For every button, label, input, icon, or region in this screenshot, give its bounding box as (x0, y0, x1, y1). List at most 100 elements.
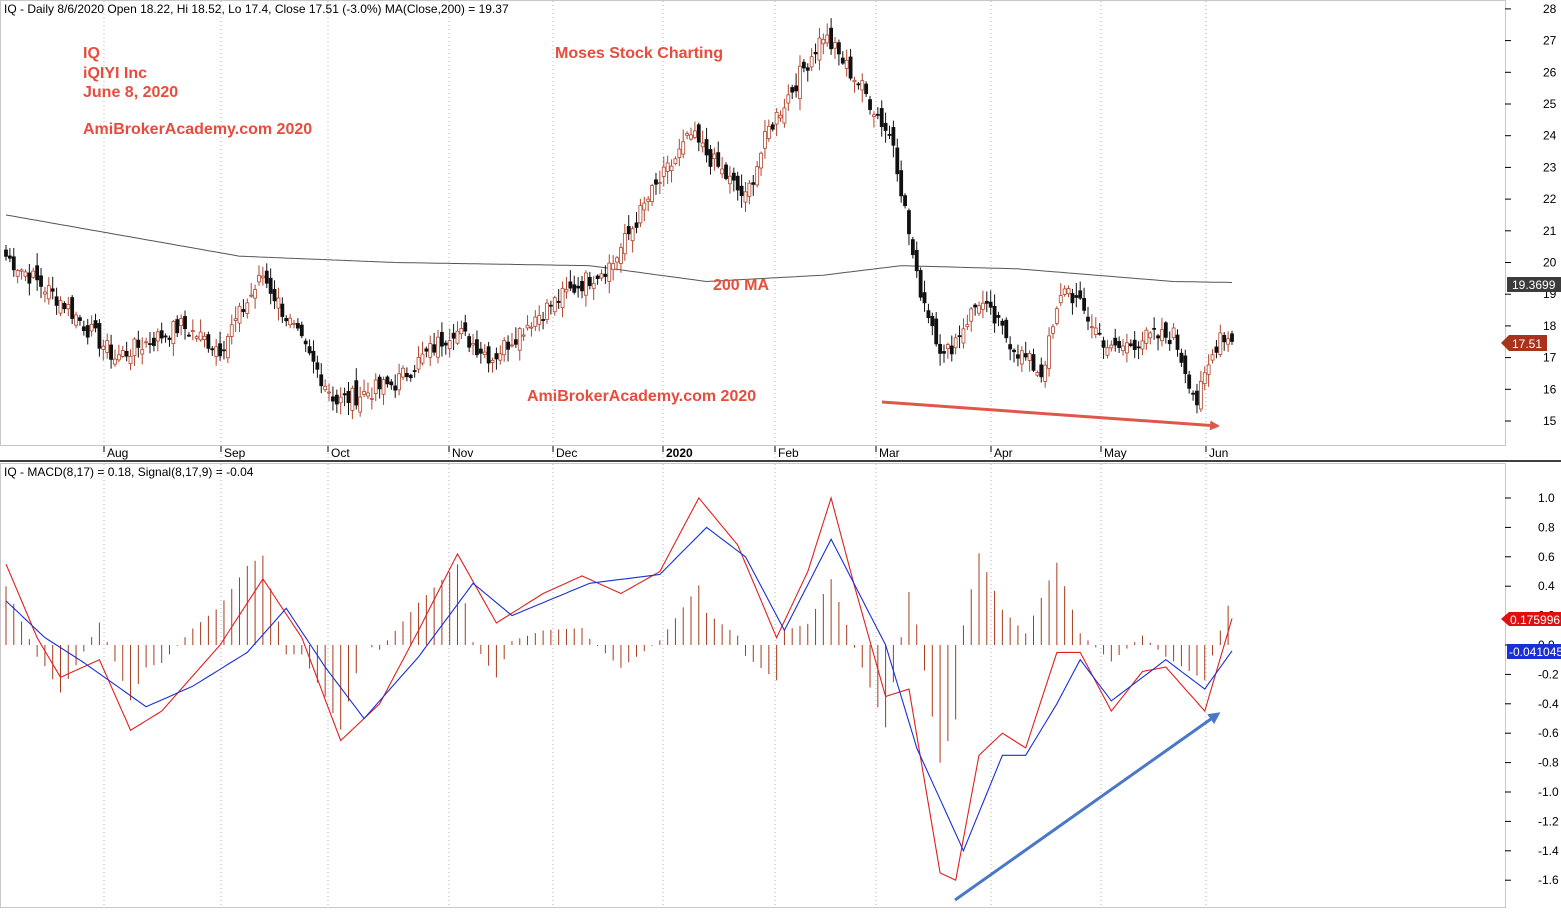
price-axis-label: 17 (1543, 351, 1557, 365)
macd-panel-frame (0, 463, 1506, 908)
candle-body (541, 319, 546, 321)
candle-body (202, 335, 207, 341)
candle-body (778, 114, 783, 119)
candle-body (1012, 349, 1016, 353)
macd-axis-label: -0.8 (1538, 756, 1559, 770)
candle-body (801, 61, 806, 69)
candle-body (560, 287, 565, 308)
candle-body (922, 292, 927, 304)
price-downtrend-arrow (881, 400, 1220, 431)
x-axis-label: Dec (556, 446, 577, 460)
candle-body (7, 255, 12, 259)
candle-body (404, 372, 409, 378)
macd-value-badge: 0.175996 (1510, 613, 1560, 627)
candle-body (860, 80, 865, 91)
candle-body (1101, 340, 1106, 348)
candle-body (887, 134, 892, 136)
macd-axis-label: -1.4 (1538, 844, 1559, 858)
candle-body (401, 367, 405, 378)
candle-body (907, 210, 911, 235)
price-axis-label: 15 (1543, 414, 1557, 428)
x-axis-label: Oct (331, 446, 350, 460)
candle-body (1043, 364, 1048, 382)
candle-body (11, 256, 16, 271)
candles-layer (4, 18, 1234, 420)
candle-body (1179, 352, 1184, 363)
candle-body (1206, 364, 1211, 375)
macd-axis-label: 0.4 (1538, 579, 1555, 593)
candle-body (46, 285, 51, 300)
candle-body (1070, 293, 1075, 304)
candle-body (829, 27, 834, 50)
candle-body (1062, 288, 1067, 295)
candle-body (689, 134, 693, 140)
candle-body (895, 147, 900, 175)
candle-body (517, 328, 522, 351)
price-axis-label: 27 (1543, 34, 1557, 48)
x-axis-label: Nov (452, 446, 473, 460)
candle-body (198, 331, 203, 341)
candle-body (918, 270, 923, 298)
candle-body (1210, 354, 1215, 361)
candle-body (1226, 338, 1231, 345)
candle-body (377, 376, 382, 390)
candle-body (1136, 346, 1141, 349)
candle-body (914, 249, 919, 272)
candle-body (650, 185, 654, 202)
candle-body (284, 318, 289, 322)
candle-body (136, 339, 141, 348)
candle-body (751, 182, 756, 185)
candle-body (1109, 344, 1114, 349)
candle-body (1195, 390, 1199, 406)
candle-body (817, 37, 822, 61)
candle-body (910, 239, 915, 256)
candle-body (467, 336, 472, 348)
macd-axis-label: 1.0 (1538, 491, 1555, 505)
candle-body (1125, 342, 1129, 354)
candle-body (428, 343, 433, 358)
candle-body (482, 351, 487, 355)
candle-body (245, 302, 250, 314)
candle-body (132, 338, 137, 357)
candle-body (54, 296, 59, 306)
candle-body (1218, 332, 1223, 355)
candle-body (1148, 332, 1153, 339)
macd-axis-label: 0.6 (1538, 550, 1555, 564)
candle-body (969, 308, 974, 322)
x-axis-label: Sep (224, 446, 246, 460)
candle-body (393, 385, 398, 391)
ma-label-note: 200 MA (713, 277, 769, 294)
candle-body (97, 323, 102, 349)
candle-body (268, 277, 273, 294)
candle-body (1097, 332, 1102, 335)
close-value-badge: 17.51 (1512, 337, 1542, 351)
candle-body (1027, 353, 1032, 361)
candle-body (50, 288, 55, 292)
ma200-layer (5, 214, 1233, 283)
candle-body (646, 198, 651, 202)
candle-body (498, 353, 503, 361)
candle-body (708, 149, 713, 167)
candle-body (15, 270, 20, 277)
candle-body (743, 191, 748, 203)
candle-body (233, 318, 238, 321)
macd-axis-label: 0.8 (1538, 520, 1555, 534)
candle-body (1202, 372, 1207, 385)
price-axis-label: 16 (1543, 382, 1557, 396)
candle-body (381, 379, 386, 395)
candle-body (642, 202, 647, 211)
candle-body (1105, 347, 1110, 356)
candle-body (973, 304, 978, 308)
candle-body (264, 270, 269, 284)
candle-body (1004, 319, 1009, 339)
candle-body (159, 330, 164, 339)
candle-body (475, 339, 479, 356)
candle-body (1156, 335, 1160, 339)
candle-body (334, 394, 339, 405)
candle-body (634, 222, 639, 228)
candle-body (303, 340, 308, 345)
candle-body (128, 356, 133, 365)
candle-body (338, 396, 343, 404)
candle-body (183, 316, 187, 330)
candle-body (93, 320, 98, 329)
